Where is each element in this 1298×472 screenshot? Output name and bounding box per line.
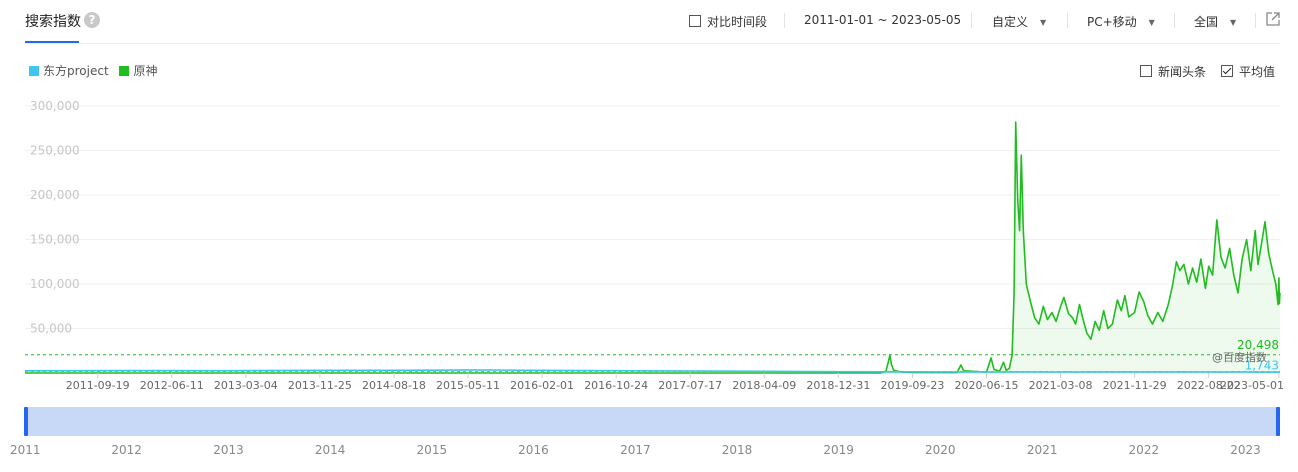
x-tick-label: 2016-02-01 [510, 379, 574, 392]
slider-year-label: 2015 [417, 443, 448, 457]
series-area-genshin [25, 122, 1280, 373]
x-tick-label: 2022-08-22 [1177, 379, 1241, 392]
average-layer: 20,498 1,743 [25, 338, 1280, 372]
y-tick-label: 200,000 [30, 188, 80, 202]
legend-item-touhou[interactable]: 东方project [29, 64, 109, 78]
custom-range-select[interactable]: 自定义 ▼ [992, 13, 1046, 30]
compare-period-toggle[interactable]: 对比时间段 [689, 13, 767, 30]
legend-item-genshin[interactable]: 原神 [119, 64, 158, 78]
x-tick-label: 2015-05-11 [436, 379, 500, 392]
x-tick-label: 2018-12-31 [806, 379, 870, 392]
legend-swatch [119, 66, 130, 76]
caret-down-icon: ▼ [1040, 18, 1047, 27]
x-tick-label: 2017-07-17 [658, 379, 722, 392]
divider [1174, 13, 1175, 28]
average-checkbox[interactable] [1221, 65, 1233, 77]
series-layer [24, 121, 1281, 374]
average-value-label: 1,743 [1245, 358, 1279, 372]
slider-year-label: 2011 [10, 443, 41, 457]
slider-year-label: 2019 [823, 443, 854, 457]
legend-label: 东方project [43, 64, 109, 78]
header: 搜索指数 ? 对比时间段 2011-01-01 ~ 2023-05-05 自定义… [0, 0, 1298, 44]
y-tick-label: 50,000 [30, 322, 72, 336]
slider-year-label: 2013 [213, 443, 244, 457]
news-checkbox[interactable] [1140, 65, 1152, 77]
slider-selection [25, 407, 1280, 436]
series-line-touhou [24, 369, 1281, 373]
x-tick-label: 2020-06-15 [955, 379, 1019, 392]
average-label: 平均值 [1239, 65, 1276, 79]
y-tick-label: 100,000 [30, 277, 80, 291]
x-tick-label: 2023-05-01 [1220, 379, 1284, 392]
legend-swatch [29, 66, 39, 76]
search-index-chart: 50,000 100,000 150,000 200,000 250,000 300,00… [10, 99, 1284, 457]
news-label: 新闻头条 [1158, 65, 1207, 79]
caret-down-icon: ▼ [1230, 18, 1237, 27]
divider [784, 13, 785, 28]
slider-year-label: 2017 [620, 443, 651, 457]
chart-grid [25, 105, 1280, 374]
x-tick-label: 2011-09-19 [66, 379, 130, 392]
date-range-picker[interactable]: 2011-01-01 ~ 2023-05-05 [804, 13, 962, 27]
slider-year-label: 2020 [925, 443, 956, 457]
series-line-genshin [25, 121, 1281, 374]
device-select[interactable]: PC+移动 ▼ [1087, 13, 1155, 30]
x-tick-label: 2021-03-08 [1029, 379, 1093, 392]
x-axis: 2011-09-19 2012-06-11 2013-03-04 2013-11-25… [66, 373, 1284, 392]
slider-year-label: 2022 [1129, 443, 1160, 457]
x-tick-label: 2013-03-04 [214, 379, 278, 392]
y-tick-label: 300,000 [30, 99, 80, 113]
divider [971, 13, 972, 28]
average-toggle[interactable]: 平均值 [1221, 63, 1275, 80]
x-tick-label: 2018-04-09 [732, 379, 796, 392]
y-tick-label: 250,000 [30, 144, 80, 158]
caret-down-icon: ▼ [1148, 18, 1155, 27]
page-title[interactable]: 搜索指数 [25, 14, 81, 30]
legend-label: 原神 [133, 64, 158, 78]
x-tick-label: 2012-06-11 [140, 379, 204, 392]
slider-year-label: 2016 [518, 443, 549, 457]
x-tick-label: 2016-10-24 [584, 379, 648, 392]
external-link-icon[interactable] [1266, 12, 1280, 26]
compare-checkbox[interactable] [689, 15, 701, 27]
divider [1067, 13, 1068, 28]
x-tick-label: 2019-09-23 [880, 379, 944, 392]
slider-year-label: 2012 [111, 443, 142, 457]
x-tick-label: 2021-11-29 [1103, 379, 1167, 392]
help-icon[interactable]: ? [84, 12, 100, 28]
tab-underline [25, 41, 79, 43]
y-axis: 50,000 100,000 150,000 200,000 250,000 300,00… [30, 99, 80, 336]
device-label: PC+移动 [1087, 15, 1137, 29]
time-slider[interactable]: 2011 2012 2013 2014 2015 2016 2017 2018 2019 2020… [10, 407, 1280, 457]
x-tick-label: 2013-11-25 [288, 379, 352, 392]
header-divider [25, 43, 1280, 44]
region-select[interactable]: 全国 ▼ [1194, 13, 1236, 30]
y-tick-label: 150,000 [30, 233, 80, 247]
watermark: @百度指数 [1212, 350, 1267, 364]
slider-left-handle [24, 407, 28, 436]
x-tick-label: 2014-08-18 [362, 379, 426, 392]
divider [1255, 13, 1256, 28]
slider-year-label: 2018 [722, 443, 753, 457]
slider-year-label: 2014 [315, 443, 346, 457]
compare-label: 对比时间段 [707, 15, 768, 29]
slider-right-handle [1276, 407, 1280, 436]
news-toggle[interactable]: 新闻头条 [1140, 63, 1206, 80]
slider-year-label: 2023 [1230, 443, 1261, 457]
custom-range-label: 自定义 [992, 15, 1029, 29]
region-label: 全国 [1194, 15, 1219, 29]
slider-year-label: 2021 [1027, 443, 1058, 457]
average-value-label: 20,498 [1237, 338, 1279, 352]
legend: 东方project 原神 [29, 62, 158, 79]
